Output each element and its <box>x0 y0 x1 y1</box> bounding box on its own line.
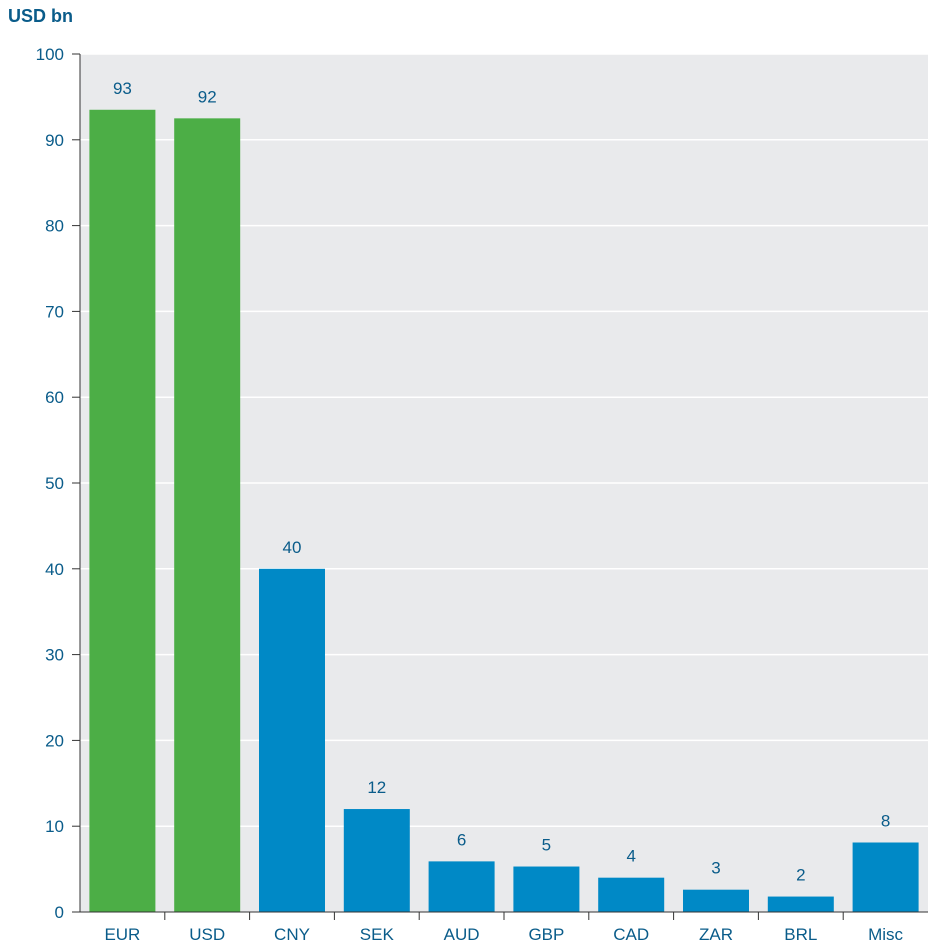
bars <box>89 109 919 913</box>
data-label: 93 <box>113 79 132 98</box>
y-tick-label: 90 <box>45 131 64 150</box>
bar-zar <box>683 889 749 912</box>
y-tick-label: 60 <box>45 388 64 407</box>
bar-misc <box>852 842 919 912</box>
x-tick-label: BRL <box>784 925 817 944</box>
data-label: 40 <box>283 538 302 557</box>
axes <box>72 53 928 920</box>
bar-sek <box>343 809 410 912</box>
data-label: 2 <box>796 866 805 885</box>
y-tick-label: 0 <box>55 903 64 922</box>
data-label: 3 <box>711 859 720 878</box>
y-tick-label: 20 <box>45 731 64 750</box>
x-tick-label: CAD <box>613 925 649 944</box>
y-tick-label: 30 <box>45 646 64 665</box>
y-tick-label: 40 <box>45 560 64 579</box>
data-label: 6 <box>457 830 466 849</box>
x-tick-label: ZAR <box>699 925 733 944</box>
bar-usd <box>174 118 241 913</box>
y-tick-label: 70 <box>45 302 64 321</box>
y-tick-label: 100 <box>36 45 64 64</box>
x-tick-label: AUD <box>444 925 480 944</box>
data-label: 8 <box>881 812 890 831</box>
y-axis-unit-label: USD bn <box>8 6 73 26</box>
bar-brl <box>767 896 834 912</box>
data-label: 92 <box>198 87 217 106</box>
bar-cad <box>598 877 665 912</box>
data-label: 5 <box>542 836 551 855</box>
bar-cny <box>259 568 325 912</box>
data-label: 12 <box>367 778 386 797</box>
x-tick-label: SEK <box>360 925 395 944</box>
y-tick-label: 10 <box>45 817 64 836</box>
y-tick-labels: 0 10 20 30 40 50 60 70 80 90 100 <box>36 45 64 922</box>
data-labels: 93 92 40 12 6 5 4 3 2 8 <box>113 79 890 885</box>
x-tick-labels: EUR USD CNY SEK AUD GBP CAD ZAR BRL Misc <box>104 925 903 944</box>
y-tick-label: 80 <box>45 217 64 236</box>
x-tick-label: Misc <box>868 925 903 944</box>
bar-aud <box>428 861 495 912</box>
bar-gbp <box>513 866 580 912</box>
y-tick-label: 50 <box>45 474 64 493</box>
x-tick-label: USD <box>189 925 225 944</box>
bar-eur <box>89 109 156 912</box>
x-tick-label: GBP <box>528 925 564 944</box>
x-tick-label: EUR <box>104 925 140 944</box>
data-label: 4 <box>626 847 635 866</box>
x-tick-label: CNY <box>274 925 310 944</box>
